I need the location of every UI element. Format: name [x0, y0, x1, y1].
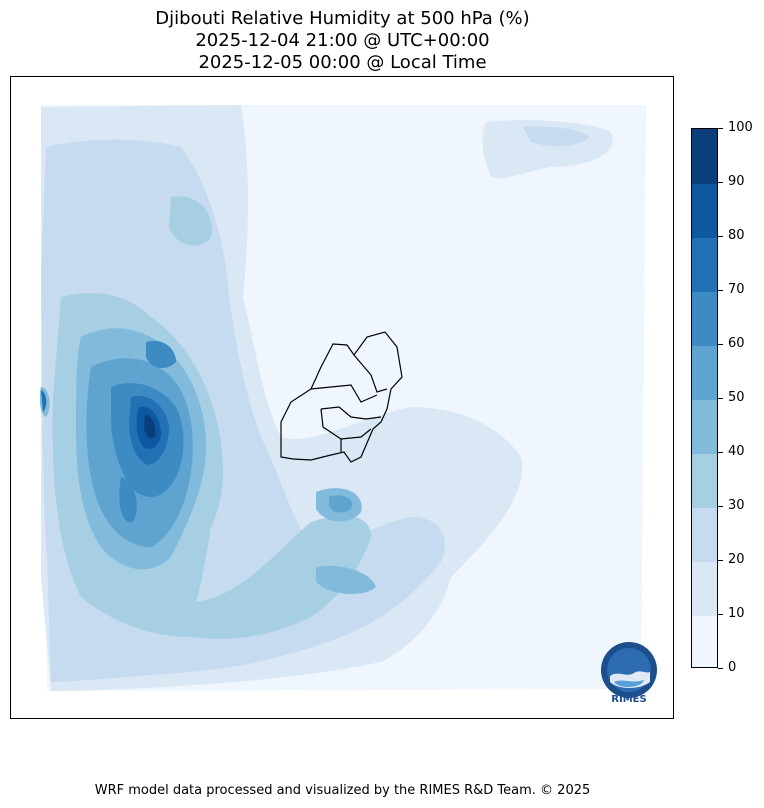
colorbar-tick — [718, 505, 723, 507]
rimes-logo-icon — [601, 642, 657, 698]
colorbar-tick-label: 80 — [728, 228, 745, 243]
colorbar-segment — [692, 237, 717, 292]
colorbar-tick-label: 70 — [728, 282, 745, 297]
colorbar-tick — [718, 289, 723, 291]
contour-20-30 — [523, 126, 589, 147]
colorbar — [691, 128, 718, 668]
colorbar-segment — [692, 507, 717, 562]
colorbar-tick-label: 20 — [728, 552, 745, 567]
contour-50-60 — [329, 495, 353, 513]
colorbar-tick-label: 10 — [728, 606, 745, 621]
contour-60-70 — [146, 340, 176, 369]
rimes-logo: RIMES — [596, 640, 662, 708]
contour-30-40 — [169, 196, 212, 246]
djibouti-boundary — [280, 331, 403, 463]
contour-60-70 — [119, 477, 137, 523]
colorbar-tick-label: 90 — [728, 174, 745, 189]
humidity-contour-map — [39, 105, 646, 691]
title-line-2: 2025-12-04 21:00 @ UTC+00:00 — [195, 30, 490, 51]
colorbar-tick — [718, 613, 723, 615]
logo-text: RIMES — [611, 694, 647, 705]
colorbar-tick — [718, 559, 723, 561]
colorbar-tick — [718, 235, 723, 237]
colorbar-tick-label: 60 — [728, 336, 745, 351]
map-panel — [10, 76, 674, 719]
colorbar-segment — [692, 345, 717, 400]
colorbar-segment — [692, 129, 717, 184]
colorbar-segment — [692, 399, 717, 454]
colorbar-segment — [692, 291, 717, 346]
title-line-3: 2025-12-05 00:00 @ Local Time — [198, 52, 487, 73]
colorbar-tick-label: 30 — [728, 498, 745, 513]
colorbar-tick-label: 0 — [728, 660, 737, 675]
footer-credit: WRF model data processed and visualized … — [94, 783, 591, 798]
colorbar-segment — [692, 561, 717, 616]
colorbar-tick — [718, 397, 723, 399]
colorbar-tick-label: 50 — [728, 390, 745, 405]
colorbar-tick-label: 40 — [728, 444, 745, 459]
colorbar-tick — [718, 343, 723, 345]
contour-90-100 — [144, 415, 156, 439]
colorbar-segment — [692, 183, 717, 238]
title-line-1: Djibouti Relative Humidity at 500 hPa (%… — [155, 8, 530, 29]
contour-70-80 — [41, 390, 47, 412]
colorbar-tick — [718, 127, 723, 129]
colorbar-tick — [718, 667, 723, 669]
colorbar-tick-label: 100 — [728, 120, 753, 135]
contour-40-50 — [316, 565, 376, 594]
colorbar-segment — [692, 453, 717, 508]
colorbar-segment — [692, 615, 717, 667]
colorbar-tick — [718, 181, 723, 183]
colorbar-tick — [718, 451, 723, 453]
